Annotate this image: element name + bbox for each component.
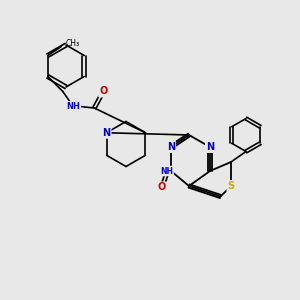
Text: O: O	[158, 182, 166, 193]
Text: N: N	[103, 128, 111, 138]
Text: N: N	[206, 142, 214, 152]
Text: NH: NH	[66, 102, 80, 111]
Text: N: N	[167, 142, 175, 152]
Text: CH₃: CH₃	[66, 39, 80, 48]
Text: NH: NH	[160, 167, 173, 176]
Text: S: S	[227, 181, 235, 191]
Text: O: O	[99, 86, 107, 97]
